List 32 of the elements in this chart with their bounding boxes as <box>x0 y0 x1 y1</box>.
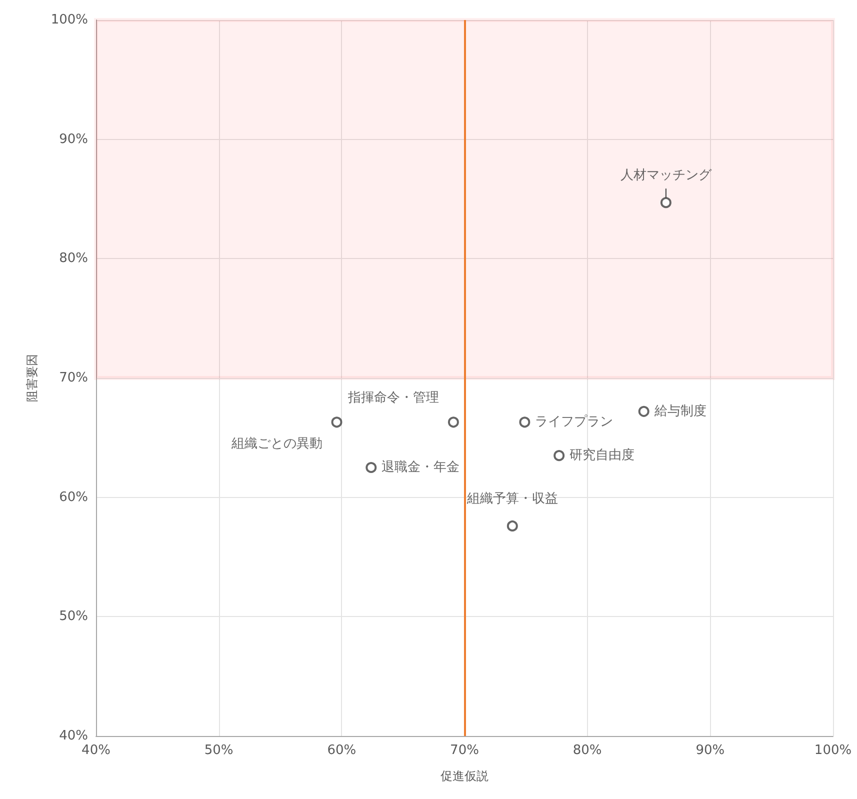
x-tick-label: 60% <box>327 743 356 758</box>
point <box>506 520 518 532</box>
series-label: 給与制度 <box>653 402 706 419</box>
series-label: 退職金・年金 <box>382 460 460 475</box>
point <box>519 416 530 428</box>
y-tick-label: 100% <box>50 12 88 28</box>
x-tick-label: 40% <box>82 743 110 758</box>
y-tick-label: 50% <box>59 609 88 624</box>
point <box>638 406 650 417</box>
series-label: 指揮命令・管理 <box>346 390 439 406</box>
y-tick-label: 70% <box>59 370 88 386</box>
x-tick-label: 100% <box>814 743 852 758</box>
x-tick-label: 90% <box>696 743 725 758</box>
y-axis-title: 阻害要因 <box>25 354 39 402</box>
y-tick-label: 90% <box>59 132 88 147</box>
x-tick-label: 50% <box>204 743 234 758</box>
point <box>366 462 377 473</box>
point <box>554 450 565 462</box>
y-tick-label: 80% <box>59 251 88 266</box>
y-tick-label: 40% <box>59 728 88 744</box>
series-label: 組織予算・収益 <box>466 491 558 506</box>
x-tick-label: 80% <box>572 743 602 758</box>
series-label: 人材マッチング <box>620 168 712 184</box>
series-label: 組織ごとの異動 <box>230 436 322 452</box>
y-tick-label: 60% <box>59 490 88 505</box>
point <box>331 416 342 428</box>
point <box>448 416 459 428</box>
series-label: ライフプラン <box>535 414 614 430</box>
x-tick-label: 70% <box>450 743 479 758</box>
point <box>660 197 672 208</box>
x-axis-title: 促進仮説 <box>440 769 488 783</box>
series-label: 研究自由度 <box>570 447 635 464</box>
